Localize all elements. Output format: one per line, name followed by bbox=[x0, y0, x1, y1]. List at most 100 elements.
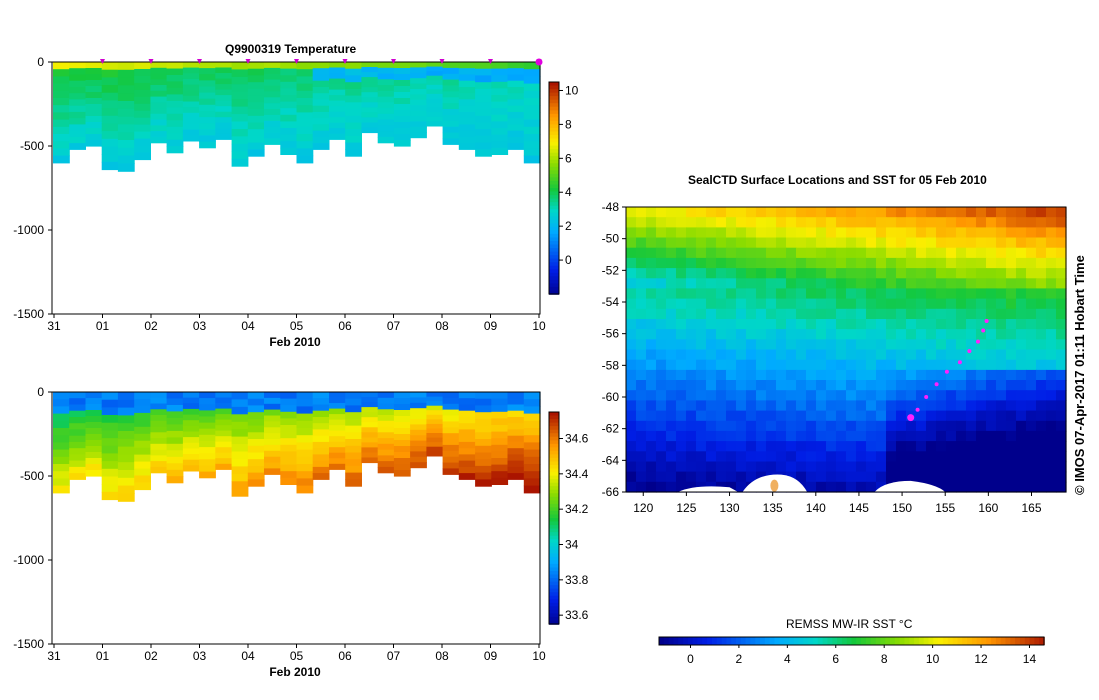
section-cell bbox=[426, 62, 444, 68]
sst-cell bbox=[1016, 390, 1027, 401]
section-cell bbox=[117, 155, 135, 164]
section-cell bbox=[458, 417, 476, 424]
sst-colorbar-tick-label: 8 bbox=[881, 652, 888, 666]
section-cell bbox=[442, 73, 460, 81]
sst-cell bbox=[786, 420, 797, 432]
sst-cell bbox=[686, 481, 697, 493]
section-cell bbox=[312, 105, 330, 113]
section-cell bbox=[442, 109, 460, 116]
sst-cell bbox=[686, 247, 697, 259]
sst-cell bbox=[746, 461, 757, 473]
section-cell bbox=[475, 122, 492, 130]
section-cell bbox=[329, 425, 346, 432]
sst-cell bbox=[956, 329, 967, 340]
sst-cell bbox=[626, 247, 637, 259]
section-cell bbox=[231, 488, 249, 497]
section-cell bbox=[182, 135, 200, 142]
sst-cell bbox=[766, 400, 777, 412]
section-cell bbox=[134, 433, 151, 442]
sst-cell bbox=[826, 410, 837, 422]
section-cell bbox=[410, 83, 427, 90]
sst-cell bbox=[786, 441, 797, 452]
sst-cell bbox=[996, 380, 1007, 391]
section-cell bbox=[264, 62, 281, 69]
sst-cell bbox=[816, 217, 827, 228]
sst-cell bbox=[976, 288, 987, 300]
sst-cell bbox=[726, 359, 737, 371]
sst-cell bbox=[936, 257, 947, 269]
section-cell bbox=[166, 68, 184, 76]
section-cell bbox=[53, 449, 70, 458]
sst-cell bbox=[916, 329, 927, 340]
section-cell bbox=[361, 412, 379, 418]
profile-marker bbox=[342, 59, 348, 64]
sst-cell bbox=[926, 420, 937, 432]
sst-cell bbox=[866, 339, 877, 351]
sst-cell bbox=[846, 461, 857, 473]
section-cell bbox=[247, 115, 265, 124]
section-cell bbox=[410, 451, 427, 458]
sst-cell bbox=[736, 369, 747, 381]
sst-cell bbox=[686, 268, 697, 279]
section-cell bbox=[264, 409, 281, 417]
sst-cell bbox=[656, 278, 667, 290]
section-cell bbox=[53, 485, 70, 494]
colorbar-tick-label: 4 bbox=[565, 185, 572, 199]
section-cell bbox=[215, 67, 233, 74]
x-tick-label: 09 bbox=[484, 649, 498, 663]
sst-cell bbox=[736, 298, 747, 310]
section-cell bbox=[361, 442, 379, 448]
sst-cell bbox=[896, 410, 907, 422]
sst-cell bbox=[996, 430, 1007, 442]
section-cell bbox=[264, 415, 281, 422]
sst-cell bbox=[876, 329, 887, 340]
section-cell bbox=[393, 140, 411, 147]
section-cell bbox=[231, 84, 249, 93]
sst-cell bbox=[986, 461, 997, 473]
section-cell bbox=[361, 62, 379, 68]
sst-colorbar-segment bbox=[846, 637, 853, 645]
sst-cell bbox=[1026, 430, 1037, 442]
section-cell bbox=[215, 95, 233, 102]
sst-cell bbox=[726, 278, 737, 290]
sst-cell bbox=[706, 451, 717, 463]
sst-cell bbox=[956, 278, 967, 290]
sst-cell bbox=[666, 339, 677, 351]
section-cell bbox=[85, 86, 103, 93]
y-tick-label: 0 bbox=[37, 385, 44, 399]
sst-cell bbox=[1036, 481, 1047, 493]
sst-cell bbox=[1056, 257, 1067, 269]
sst-cell bbox=[936, 441, 947, 452]
sst-cell bbox=[926, 217, 937, 228]
colorbar-segment bbox=[549, 525, 559, 530]
sst-cell bbox=[896, 237, 907, 249]
sst-cell bbox=[876, 298, 887, 310]
section-cell bbox=[247, 445, 265, 454]
sst-cell bbox=[946, 359, 957, 371]
sst-cell bbox=[1046, 308, 1057, 320]
section-cell bbox=[280, 121, 298, 129]
colorbar-segment bbox=[549, 272, 559, 278]
section-cell bbox=[150, 438, 168, 445]
sst-cell bbox=[736, 441, 747, 452]
section-cell bbox=[345, 102, 362, 110]
sst-cell bbox=[676, 430, 687, 442]
sst-cell bbox=[1036, 390, 1047, 401]
section-cell bbox=[264, 109, 281, 116]
section-cell bbox=[410, 440, 427, 447]
sst-cell bbox=[826, 319, 837, 330]
sst-cell bbox=[706, 308, 717, 320]
sst-colorbar-segment bbox=[875, 637, 882, 645]
sst-colorbar-segment bbox=[1015, 637, 1021, 645]
sst-cell bbox=[736, 390, 747, 401]
section-cell bbox=[182, 397, 200, 404]
colorbar-segment bbox=[549, 120, 559, 126]
sst-cell bbox=[776, 420, 787, 432]
section-cell bbox=[491, 88, 509, 96]
sst-cell bbox=[916, 410, 927, 422]
sst-cell bbox=[1026, 319, 1037, 330]
map-y-tick-label: -54 bbox=[602, 295, 620, 309]
section-cell bbox=[312, 118, 330, 125]
sst-cell bbox=[856, 257, 867, 269]
